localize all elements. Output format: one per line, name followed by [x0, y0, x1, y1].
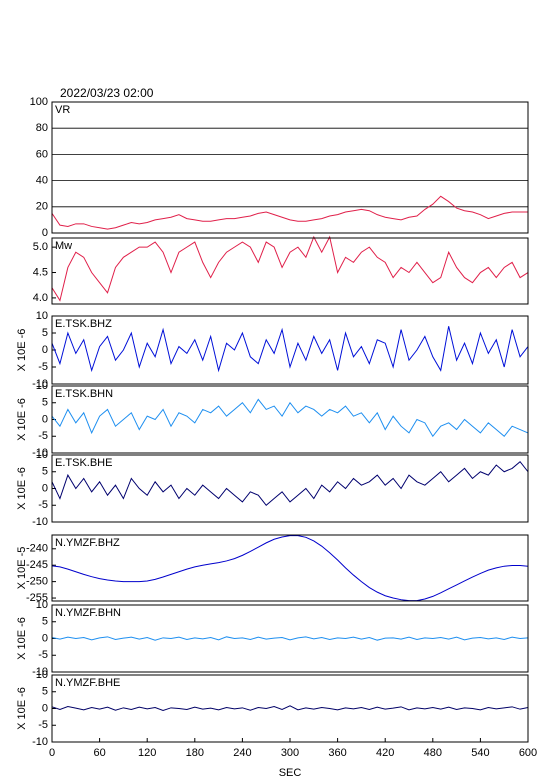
y-tick-label: -5	[38, 649, 48, 661]
series-line	[51, 398, 529, 438]
y-tick-label: 10	[36, 449, 48, 461]
series-label: N.YMZF.BHN	[55, 607, 121, 619]
x-tick-label: 300	[281, 747, 299, 759]
x-tick-label: 240	[233, 747, 251, 759]
x-tick-label: 360	[328, 747, 346, 759]
y-axis-label: X 10E -6	[16, 467, 28, 510]
y-tick-label: 4.5	[33, 266, 48, 278]
y-tick-label: -5	[38, 499, 48, 511]
y-axis-label: X 10E -6	[16, 687, 28, 730]
y-tick-label: 10	[36, 310, 48, 322]
series-label: E.TSK.BHZ	[55, 318, 112, 330]
x-tick-label: 60	[93, 747, 105, 759]
y-tick-label: 0	[42, 344, 48, 356]
series-label: E.TSK.BHE	[55, 457, 112, 469]
y-tick-label: -245	[26, 559, 48, 571]
panel-frame	[51, 454, 529, 523]
series-line	[51, 235, 529, 302]
y-tick-label: -5	[38, 719, 48, 731]
panel-frame	[51, 534, 529, 602]
panel-frame	[51, 604, 529, 673]
y-axis-label: X 10E -6	[16, 329, 28, 372]
chart-title: 2022/03/23 02:00	[60, 86, 154, 100]
series-line	[51, 636, 529, 641]
y-tick-label: 100	[30, 96, 48, 108]
x-tick-label: 0	[49, 747, 55, 759]
x-axis-label: SEC	[279, 767, 302, 779]
series-label: VR	[55, 104, 70, 116]
y-tick-label: 40	[36, 175, 48, 187]
x-tick-label: 180	[186, 747, 204, 759]
y-tick-label: 20	[36, 201, 48, 213]
panel-frame	[51, 237, 529, 305]
series-line	[51, 326, 529, 373]
y-tick-label: 0	[42, 227, 48, 239]
series-line	[51, 460, 529, 506]
y-tick-label: 5	[42, 616, 48, 628]
series-label: N.YMZF.BHE	[55, 677, 120, 689]
y-tick-label: 0	[42, 413, 48, 425]
series-line	[51, 535, 529, 602]
panel-frame	[51, 385, 529, 454]
y-axis-label: X 10E -5	[16, 547, 28, 590]
y-tick-label: -255	[26, 592, 48, 604]
y-tick-label: 10	[36, 669, 48, 681]
y-tick-label: -5	[38, 430, 48, 442]
y-tick-label: -5	[38, 361, 48, 373]
y-tick-label: 5	[42, 327, 48, 339]
y-tick-label: -10	[32, 736, 48, 748]
series-label: E.TSK.BHN	[55, 388, 113, 400]
y-tick-label: -10	[32, 378, 48, 390]
y-tick-label: -10	[32, 516, 48, 528]
x-tick-label: 480	[424, 747, 442, 759]
y-tick-label: 5.0	[33, 241, 48, 253]
series-line	[51, 705, 529, 712]
y-axis-label: X 10E -6	[16, 398, 28, 441]
x-tick-label: 600	[519, 747, 537, 759]
y-axis-label: X 10E -6	[16, 617, 28, 660]
y-tick-label: 10	[36, 380, 48, 392]
y-tick-label: 4.0	[33, 292, 48, 304]
series-label: Mw	[55, 240, 72, 252]
y-tick-label: 5	[42, 397, 48, 409]
x-tick-label: 540	[471, 747, 489, 759]
series-line	[51, 195, 528, 230]
y-tick-label: 60	[36, 148, 48, 160]
panel-frame	[51, 315, 529, 385]
y-tick-label: 10	[36, 599, 48, 611]
panel-frame	[51, 674, 529, 743]
panel-frame	[51, 101, 529, 234]
y-tick-label: -10	[32, 666, 48, 678]
y-tick-label: 0	[42, 482, 48, 494]
x-tick-label: 120	[138, 747, 156, 759]
y-tick-label: -240	[26, 543, 48, 555]
y-tick-label: 5	[42, 466, 48, 478]
y-tick-label: 5	[42, 686, 48, 698]
y-tick-label: 0	[42, 632, 48, 644]
y-tick-label: 0	[42, 702, 48, 714]
x-tick-label: 420	[376, 747, 394, 759]
y-tick-label: 80	[36, 122, 48, 134]
series-label: N.YMZF.BHZ	[55, 537, 120, 549]
y-tick-label: -10	[32, 447, 48, 459]
y-tick-label: -250	[26, 576, 48, 588]
